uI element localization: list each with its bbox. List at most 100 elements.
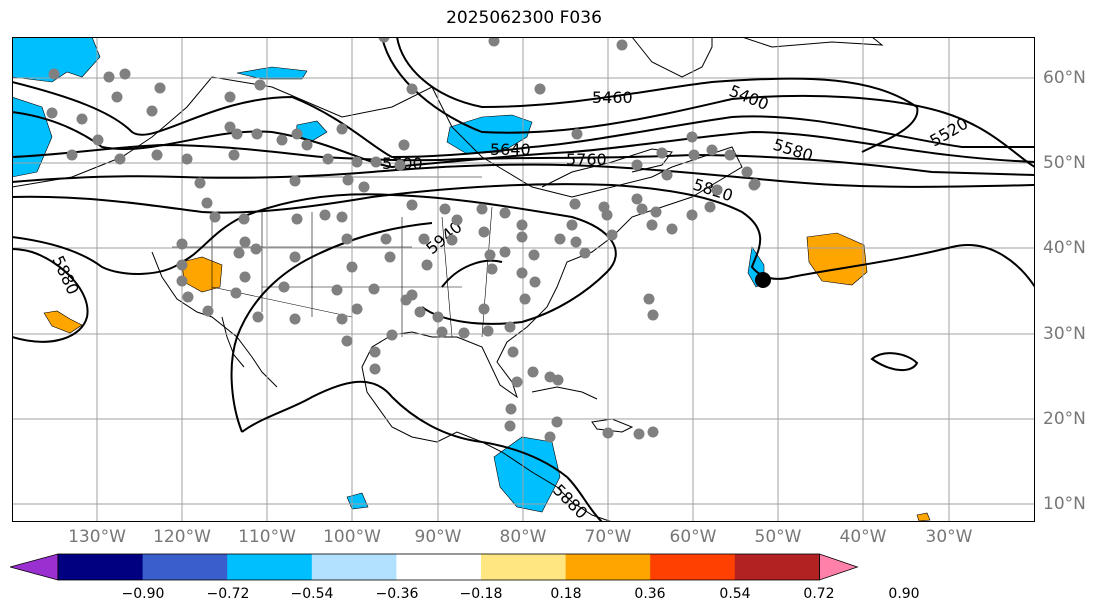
colorbar-segment <box>481 554 567 580</box>
station-dot <box>446 234 458 246</box>
height-contours <box>12 37 1035 522</box>
latitude-label: 20°N <box>1043 409 1086 429</box>
longitude-label: 40°W <box>839 527 887 547</box>
station-dot <box>111 91 123 103</box>
station-dot <box>706 144 718 156</box>
station-dot <box>66 149 78 161</box>
contour-label: 5640 <box>490 140 531 159</box>
colorbar-segment <box>396 554 482 580</box>
station-dot <box>418 233 430 245</box>
station-dot <box>686 209 698 221</box>
station-dot <box>527 366 539 378</box>
station-dot <box>688 149 700 161</box>
station-dot <box>341 335 353 347</box>
station-dot <box>724 149 736 161</box>
station-dot <box>571 128 583 140</box>
station-dot <box>646 219 658 231</box>
station-dot <box>252 311 264 323</box>
station-dot <box>511 376 523 388</box>
colorbar <box>10 553 859 581</box>
colorbar-frame <box>57 553 820 581</box>
station-dot <box>369 346 381 358</box>
station-dot <box>76 113 88 125</box>
station-dot <box>436 326 448 338</box>
colorbar-segment <box>650 554 736 580</box>
station-dot <box>384 251 396 263</box>
station-dot <box>194 177 206 189</box>
station-dot <box>516 219 528 231</box>
station-dot <box>504 420 516 432</box>
station-dot <box>534 83 546 95</box>
colorbar-tick-label: 0.36 <box>634 586 666 602</box>
longitude-label: 30°W <box>925 527 973 547</box>
colorbar-segment <box>142 554 228 580</box>
station-dot <box>346 261 358 273</box>
colorbar-extend-right <box>819 553 859 581</box>
longitude-label: 70°W <box>584 527 632 547</box>
station-dot <box>278 281 290 293</box>
station-dot <box>238 213 250 225</box>
station-dot <box>398 139 410 151</box>
station-dot <box>507 346 519 358</box>
station-dot <box>103 71 115 83</box>
station-dot <box>119 68 131 80</box>
station-dot <box>146 105 158 117</box>
station-dot <box>254 79 266 91</box>
station-dot <box>176 238 188 250</box>
station-dot <box>661 169 673 181</box>
station-dot <box>566 219 578 231</box>
station-dot <box>291 213 303 225</box>
station-dot <box>741 166 753 178</box>
station-dot <box>478 226 490 238</box>
station-dot <box>319 209 331 221</box>
station-dot <box>650 206 662 218</box>
map-frame <box>12 37 1035 522</box>
station-dot <box>239 271 251 283</box>
colorbar-segment <box>734 554 820 580</box>
station-dot <box>458 327 470 339</box>
station-dot <box>341 233 353 245</box>
station-dot <box>519 293 531 305</box>
station-dot <box>406 199 418 211</box>
station-dot <box>748 179 760 191</box>
colorbar-tick-label: 0.72 <box>803 586 835 602</box>
station-dot <box>176 259 188 271</box>
station-dot <box>631 159 643 171</box>
colorbar-tick-label: −0.18 <box>459 586 503 602</box>
station-dot <box>151 149 163 161</box>
longitude-label: 100°W <box>323 527 381 547</box>
station-dot <box>351 303 363 315</box>
station-dot <box>633 428 645 440</box>
positive-anomaly-region <box>916 512 931 522</box>
station-dot <box>482 325 494 337</box>
colorbar-tick-label: 0.90 <box>888 586 920 602</box>
longitude-label: 80°W <box>499 527 547 547</box>
negative-anomaly-region <box>446 114 533 155</box>
station-dot <box>554 233 566 245</box>
latitude-label: 60°N <box>1043 68 1086 88</box>
station-dot <box>551 416 563 428</box>
latitude-label: 50°N <box>1043 153 1086 173</box>
contour-label: 5760 <box>566 150 607 169</box>
colorbar-tick-label: −0.90 <box>121 586 165 602</box>
station-dot <box>154 82 166 94</box>
station-dot <box>631 193 643 205</box>
station-dot <box>378 37 390 43</box>
negative-anomaly-region <box>493 436 561 513</box>
station-dot <box>647 426 659 438</box>
station-dot <box>301 139 313 151</box>
longitude-label: 120°W <box>153 527 211 547</box>
colorbar-segment <box>565 554 651 580</box>
station-dot <box>251 128 263 140</box>
station-dot <box>289 251 301 263</box>
longitude-label: 60°W <box>669 527 717 547</box>
longitude-label: 50°W <box>754 527 802 547</box>
station-dot <box>228 149 240 161</box>
station-dot <box>370 156 382 168</box>
station-dot <box>499 207 511 219</box>
colorbar-segment <box>311 554 397 580</box>
station-dot <box>336 123 348 135</box>
weather-map: 5400 5460 5520 5580 5640 5700 5760 5820 … <box>12 37 1035 522</box>
station-dot <box>289 313 301 325</box>
station-dot <box>476 203 488 215</box>
